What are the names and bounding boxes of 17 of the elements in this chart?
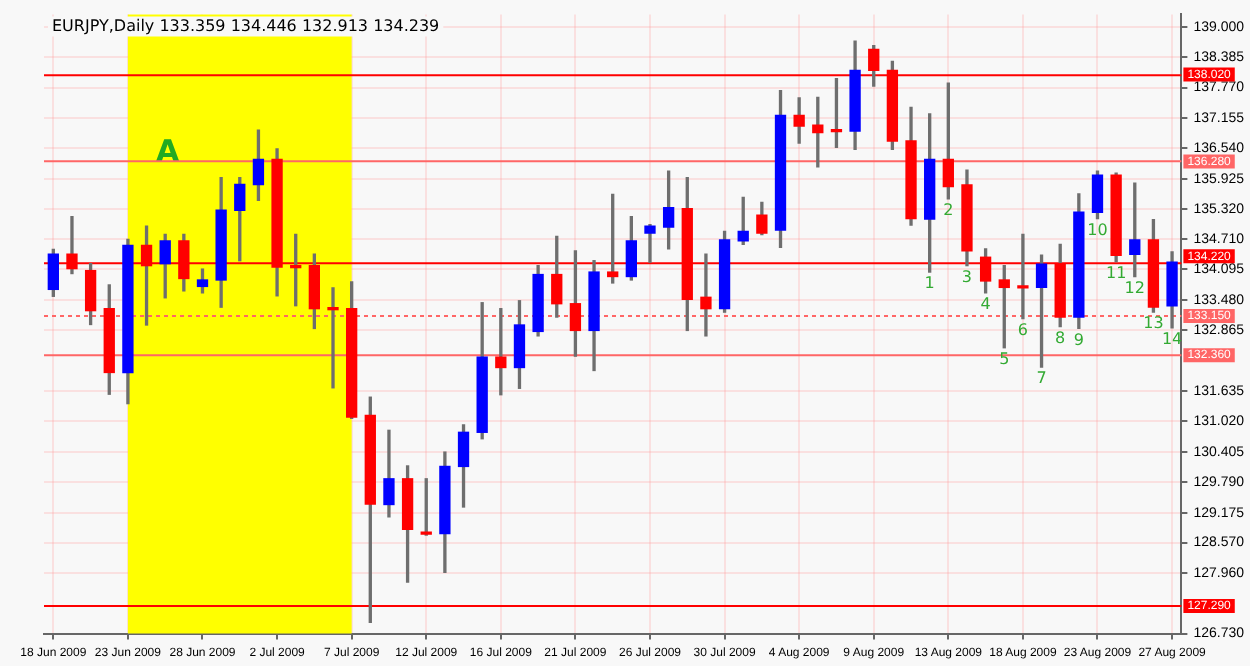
text: 9: [1073, 330, 1084, 349]
text: 7: [1036, 369, 1047, 388]
text: 11: [1105, 263, 1127, 282]
text: 12: [1124, 278, 1145, 297]
text: 6: [1017, 320, 1028, 339]
candlestick: [327, 287, 339, 389]
text: 1: [924, 274, 935, 293]
candlestick: [644, 223, 656, 263]
text: 10: [1087, 220, 1108, 239]
text: 8: [1055, 328, 1066, 347]
chart-title: EURJPY,Daily 133.359 134.446 132.913 134.239: [52, 16, 440, 35]
text: 3: [961, 267, 973, 286]
text: 13: [1143, 314, 1164, 333]
text: 2: [943, 201, 954, 220]
band-label: A: [155, 133, 180, 170]
candlestick: [793, 97, 805, 144]
text: 4: [980, 295, 991, 313]
